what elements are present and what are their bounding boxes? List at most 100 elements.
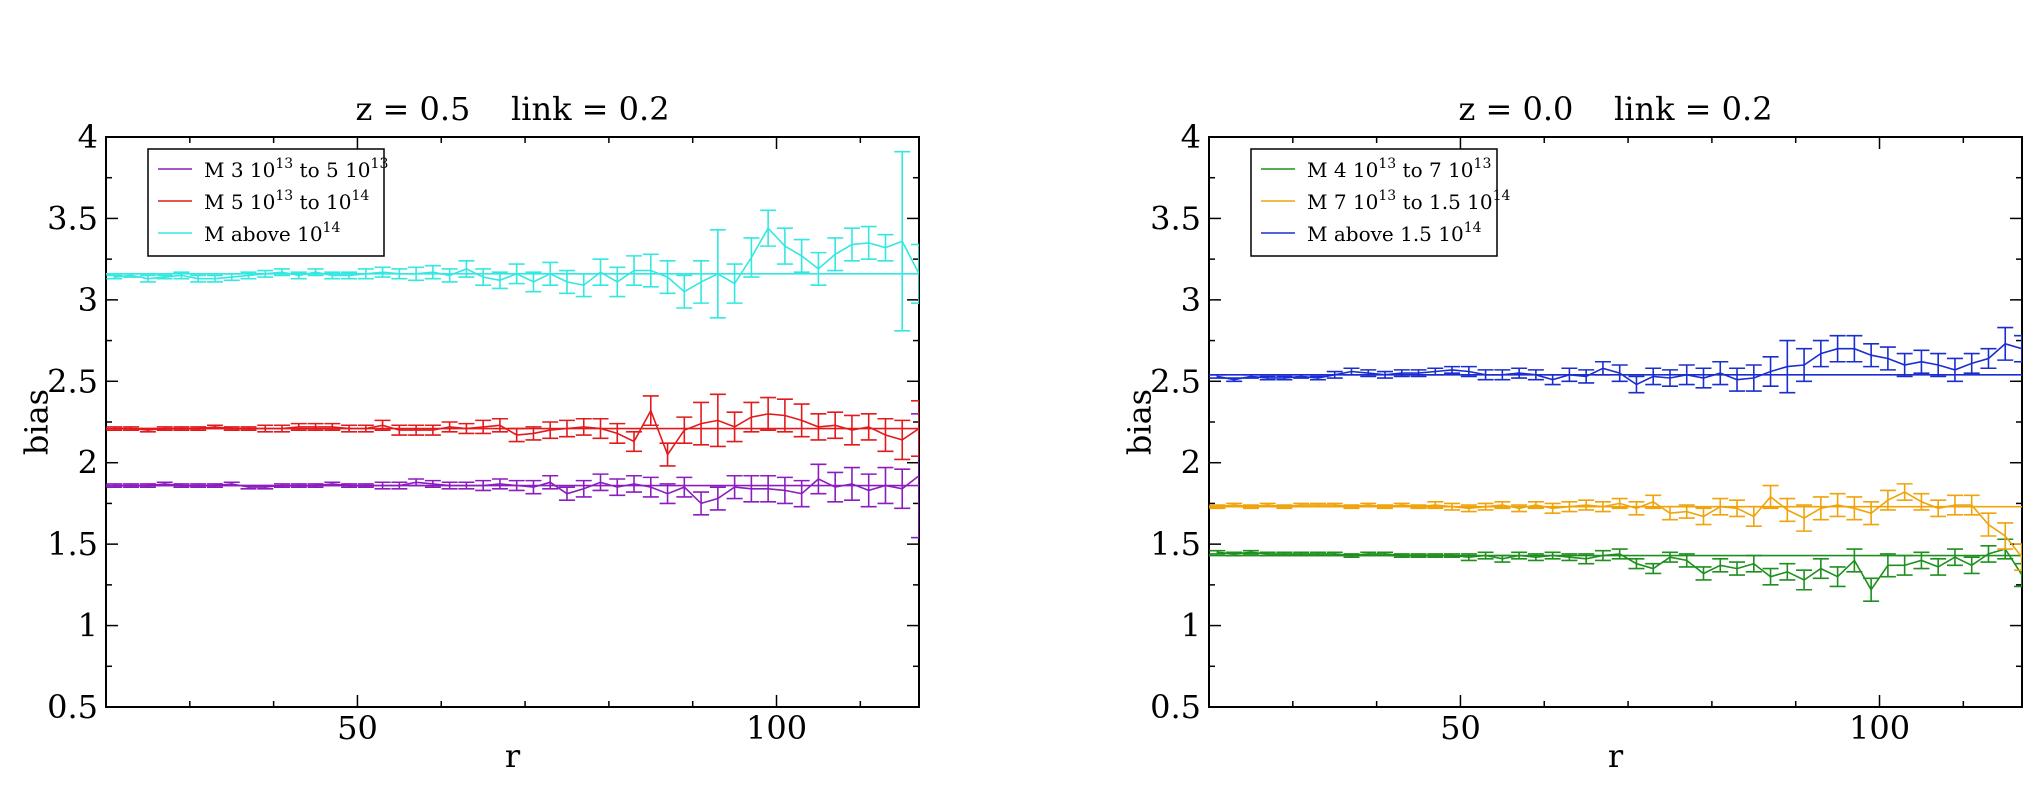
error-bar bbox=[1511, 367, 1528, 379]
error-bar bbox=[1896, 483, 1913, 501]
legend-superscript: 14 bbox=[1464, 220, 1482, 236]
error-bar bbox=[1896, 352, 1913, 378]
error-bar bbox=[1460, 553, 1477, 562]
error-bar bbox=[1444, 365, 1461, 374]
error-bar bbox=[307, 483, 324, 488]
y-tick-label: 2.5 bbox=[47, 362, 98, 400]
legend-superscript: 13 bbox=[275, 156, 293, 172]
error-bar bbox=[223, 272, 240, 282]
error-bar bbox=[123, 272, 140, 278]
error-bar bbox=[324, 422, 341, 431]
error-bar bbox=[1460, 365, 1477, 378]
error-bar bbox=[1611, 497, 1628, 510]
error-bar bbox=[475, 479, 492, 492]
error-bar bbox=[558, 269, 575, 295]
error-bar bbox=[1678, 364, 1695, 386]
error-bar bbox=[190, 426, 207, 431]
error-bar bbox=[1678, 504, 1695, 519]
error-bar bbox=[827, 411, 844, 440]
error-bar bbox=[156, 481, 173, 487]
x-tick-label: 50 bbox=[1440, 709, 1481, 747]
error-bar bbox=[173, 271, 190, 280]
error-bar bbox=[1309, 375, 1326, 381]
error-bar bbox=[1494, 554, 1511, 563]
error-bar bbox=[307, 268, 324, 277]
error-bar bbox=[458, 259, 475, 278]
error-bar bbox=[1963, 494, 1980, 516]
error-bar bbox=[1846, 496, 1863, 521]
error-bar bbox=[2014, 562, 2022, 588]
error-bar bbox=[558, 419, 575, 438]
error-bar bbox=[508, 263, 525, 285]
error-bar bbox=[575, 479, 592, 498]
y-tick-label: 3.5 bbox=[47, 199, 98, 237]
error-bar bbox=[1594, 500, 1611, 513]
error-bar bbox=[2014, 543, 2022, 572]
error-bar bbox=[206, 274, 223, 283]
error-bar bbox=[1946, 548, 1963, 567]
error-bar bbox=[458, 422, 475, 435]
error-bar bbox=[1879, 553, 1896, 578]
error-bar bbox=[676, 416, 693, 444]
error-bar bbox=[793, 238, 810, 273]
error-bar bbox=[760, 396, 777, 431]
error-bar bbox=[1913, 492, 1930, 511]
legend-text: M 3 10 bbox=[204, 158, 275, 182]
error-bar bbox=[1527, 500, 1544, 510]
legend-entry-label: M above 1014 bbox=[204, 220, 340, 246]
error-bar bbox=[1879, 346, 1896, 371]
y-tick-label: 2 bbox=[1181, 444, 1201, 482]
error-bar bbox=[1360, 502, 1377, 508]
error-bar bbox=[860, 413, 877, 441]
error-bar bbox=[1745, 505, 1762, 528]
error-bar bbox=[1259, 551, 1276, 557]
error-bar bbox=[1427, 500, 1444, 510]
error-bar bbox=[139, 274, 156, 283]
error-bar bbox=[1980, 512, 1997, 537]
error-bar bbox=[156, 274, 173, 280]
error-bar bbox=[1259, 502, 1276, 508]
error-bar bbox=[760, 474, 777, 503]
error-bar bbox=[2014, 334, 2022, 363]
error-bar bbox=[1343, 504, 1360, 510]
error-bar bbox=[424, 479, 441, 488]
x-axis-label: r bbox=[505, 737, 521, 775]
error-bar bbox=[1527, 369, 1544, 381]
error-bar bbox=[709, 393, 726, 448]
legend-superscript: 14 bbox=[1493, 188, 1511, 204]
error-bar bbox=[1661, 505, 1678, 521]
error-bar bbox=[1477, 551, 1494, 560]
error-bar bbox=[1360, 551, 1377, 557]
error-bar bbox=[257, 269, 274, 278]
error-bar bbox=[1527, 553, 1544, 562]
legend-text: to 7 10 bbox=[1396, 158, 1473, 182]
error-bar bbox=[1779, 562, 1796, 581]
error-bar bbox=[1309, 551, 1326, 557]
legend-text: M 5 10 bbox=[204, 190, 275, 214]
legend-text: M 4 10 bbox=[1307, 158, 1378, 182]
error-bar bbox=[357, 424, 374, 433]
error-bar bbox=[391, 424, 408, 436]
error-bar bbox=[1377, 551, 1394, 557]
error-bar bbox=[1779, 497, 1796, 523]
error-bar bbox=[592, 473, 609, 492]
error-bar bbox=[341, 271, 358, 280]
error-bar bbox=[1377, 370, 1394, 379]
error-bar bbox=[1796, 504, 1813, 532]
error-bar bbox=[1360, 369, 1377, 378]
x-axis-label: r bbox=[1608, 737, 1624, 775]
error-bar bbox=[1444, 502, 1461, 511]
error-bar bbox=[1946, 494, 1963, 516]
error-bar bbox=[1829, 492, 1846, 518]
legend-superscript: 13 bbox=[1474, 156, 1492, 172]
error-bar bbox=[106, 483, 123, 488]
error-bar bbox=[1812, 339, 1829, 368]
error-bar bbox=[592, 417, 609, 440]
error-bar bbox=[1963, 352, 1980, 374]
error-bar bbox=[1729, 561, 1746, 576]
error-bar bbox=[1293, 551, 1310, 557]
legend-superscript: 13 bbox=[275, 188, 293, 204]
error-bar bbox=[743, 401, 760, 433]
error-bar bbox=[1511, 551, 1528, 560]
y-tick-label: 0.5 bbox=[1150, 688, 1201, 726]
